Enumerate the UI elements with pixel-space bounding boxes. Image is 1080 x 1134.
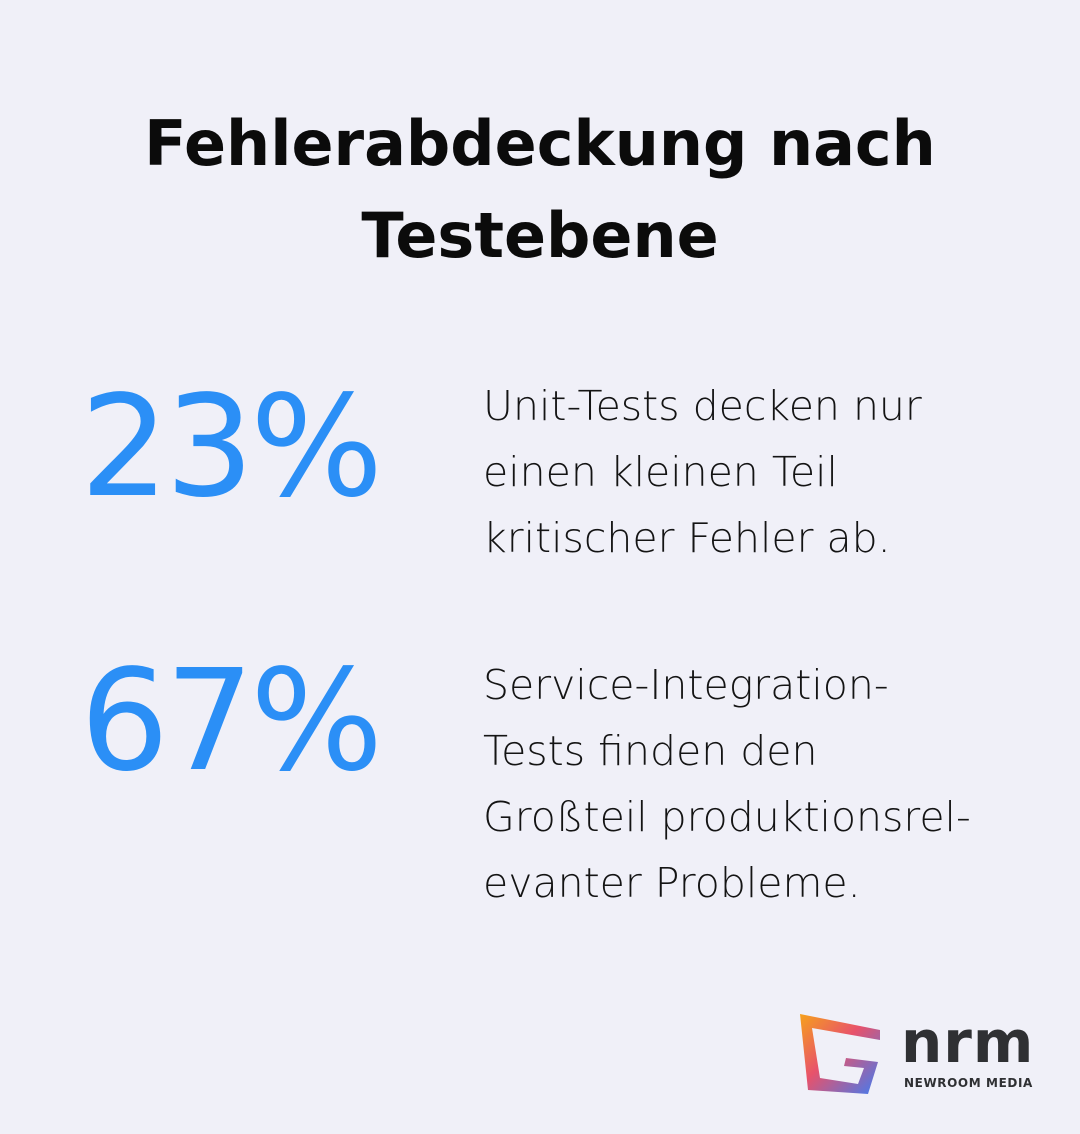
description-line: evanter Probleme. <box>483 859 861 907</box>
description-line: Unit-Tests decken nur <box>483 382 922 430</box>
stat-description: Unit-Tests decken nur einen kleinen Teil k… <box>483 373 922 571</box>
description-line: kritischer Fehler ab. <box>483 514 891 562</box>
stat-value: 67% <box>80 640 383 803</box>
stat-value: 23% <box>80 366 383 529</box>
logo-mark <box>800 1014 880 1094</box>
description-line: einen kleinen Teil <box>483 448 838 496</box>
description-line: Service-Integration- <box>483 661 889 709</box>
logo-tagline: NEWROOM MEDIA <box>904 1076 1033 1090</box>
logo: nrm NEWROOM MEDIA <box>798 1008 1048 1096</box>
title: Fehlerabdeckung nach Testebene <box>144 107 936 272</box>
stat-description: Service-Integration- Tests finden den Groß… <box>483 652 971 916</box>
logo-name: nrm <box>901 1008 1035 1076</box>
logo-shape <box>800 1014 880 1094</box>
description-line: Tests finden den <box>483 727 818 775</box>
description-line: Großteil produktionsrel- <box>483 793 971 841</box>
